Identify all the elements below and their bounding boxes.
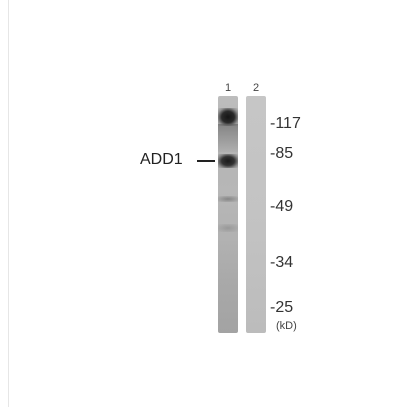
lane-2-number: 2 xyxy=(252,82,260,94)
marker-49: -49 xyxy=(270,198,294,215)
lane-1 xyxy=(218,96,238,333)
protein-label: ADD1 xyxy=(140,151,183,168)
marker-34: -34 xyxy=(270,254,294,271)
lane-1-number: 1 xyxy=(224,82,232,94)
lane-2 xyxy=(246,96,266,333)
protein-pointer-line xyxy=(197,160,215,162)
frame-border xyxy=(8,0,9,407)
faint-band xyxy=(218,224,238,232)
marker-85: -85 xyxy=(270,145,294,162)
marker-117: -117 xyxy=(270,115,301,132)
band-smear xyxy=(218,124,238,152)
add1-band xyxy=(218,154,238,168)
faint-band xyxy=(218,196,238,202)
high-mw-band xyxy=(218,108,238,126)
marker-25: -25 xyxy=(270,299,294,316)
unit-label: (kD) xyxy=(276,320,297,332)
